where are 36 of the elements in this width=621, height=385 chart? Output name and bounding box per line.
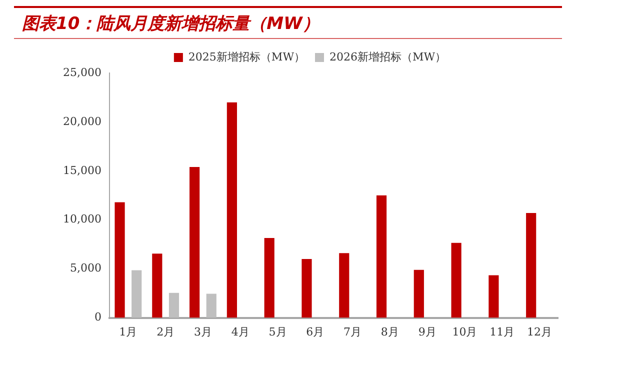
x-tick-label: 1月 xyxy=(119,325,138,338)
x-tick-label: 9月 xyxy=(418,325,436,338)
bar xyxy=(190,167,200,318)
y-tick-label: 15,000 xyxy=(62,164,102,177)
bar xyxy=(206,294,216,318)
x-tick-label: 7月 xyxy=(344,325,362,338)
bar xyxy=(339,253,350,318)
legend-label: 2025新增招标（MW） xyxy=(188,50,306,64)
x-tick-label: 8月 xyxy=(380,325,399,338)
bar xyxy=(302,259,312,318)
x-tick-label: 3月 xyxy=(194,325,212,338)
legend-label: 2026新增招标（MW） xyxy=(330,50,446,64)
x-tick-label: 10月 xyxy=(452,325,478,338)
bar xyxy=(376,195,387,318)
x-tick-label: 12月 xyxy=(527,325,552,338)
bar xyxy=(132,270,142,318)
bar xyxy=(488,275,499,318)
chart-title: 图表10：陆风月度新增招标量（MW） xyxy=(22,13,320,35)
y-tick-label: 5,000 xyxy=(70,262,102,275)
bar xyxy=(152,254,162,318)
y-tick-label: 0 xyxy=(94,310,102,324)
x-tick-label: 4月 xyxy=(231,325,250,338)
bar xyxy=(451,242,462,318)
y-tick-label: 20,000 xyxy=(62,114,102,128)
x-tick-label: 11月 xyxy=(490,325,515,338)
x-tick-label: 6月 xyxy=(306,325,324,338)
bar xyxy=(414,270,424,318)
bar xyxy=(114,202,125,318)
bar xyxy=(168,292,180,318)
x-tick-label: 5月 xyxy=(268,325,287,338)
bar xyxy=(226,102,237,318)
bar xyxy=(526,213,536,318)
y-tick-label: 25,000 xyxy=(62,66,102,79)
y-tick-label: 10,000 xyxy=(62,212,102,226)
x-tick-label: 2月 xyxy=(156,325,175,338)
bar xyxy=(264,238,274,318)
